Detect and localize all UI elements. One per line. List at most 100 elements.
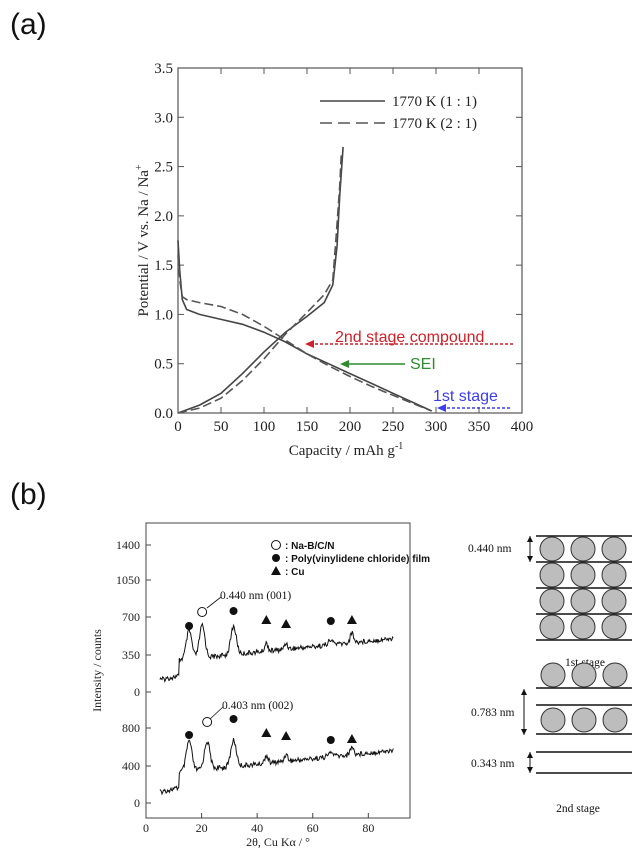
atom-2nd-stage <box>540 662 566 688</box>
spacing-arrowhead-2nd-big-bot <box>521 729 527 735</box>
xrd-pattern-upper <box>159 622 394 683</box>
x-tick-label-a: 150 <box>296 419 319 435</box>
peak-label-upper-leader <box>206 596 222 609</box>
peak-marker-upper <box>229 607 238 615</box>
atom-1st-stage <box>570 536 596 562</box>
atom-1st-stage <box>601 614 627 640</box>
x-tick-label-a: 350 <box>468 419 491 435</box>
atom-2nd-stage <box>602 707 628 733</box>
y-tick-label-b-upper: 350 <box>122 648 140 662</box>
legend-label-b: : Cu <box>285 567 304 578</box>
peak-marker-lower <box>261 728 272 737</box>
y-tick-label-a: 2.0 <box>154 209 173 225</box>
series-2-discharge-line <box>177 255 432 412</box>
y-tick-label-b-upper: 1050 <box>116 573 140 587</box>
spacing-arrowhead-1st-bot <box>527 556 533 562</box>
x-tick-label-a: 250 <box>382 419 405 435</box>
legend-label-b: : Poly(vinylidene chloride) film <box>285 554 430 565</box>
peak-marker-upper <box>346 615 357 624</box>
peak-marker-lower <box>185 731 194 739</box>
atom-1st-stage <box>570 588 596 614</box>
peak-marker-upper <box>185 622 194 630</box>
y-tick-label-a: 3.5 <box>154 61 173 77</box>
spacing-arrowhead-1st-top <box>527 536 533 542</box>
y-tick-label-a: 1.0 <box>154 307 173 323</box>
y-axis-label-sup-a: + <box>134 164 145 170</box>
x-tick-label-a: 50 <box>214 419 229 435</box>
peak-marker-lower <box>281 731 292 740</box>
peak-label-upper: 0.440 nm (001) <box>220 590 291 602</box>
x-tick-label-a: 300 <box>425 419 448 435</box>
annotation-1st-stage: 1st stage <box>433 388 498 405</box>
legend-marker-b <box>271 540 281 550</box>
annotation-2nd-stage: 2nd stage compound <box>335 329 484 346</box>
atom-1st-stage <box>601 536 627 562</box>
atom-1st-stage <box>570 562 596 588</box>
y-tick-label-b-lower: 0 <box>134 796 140 810</box>
annotation-1st-stage-arrowhead <box>437 404 446 412</box>
series-2-charge-line <box>177 151 343 414</box>
series-1-discharge-line <box>177 240 433 412</box>
spacing-arrowhead-2nd-small-top <box>527 752 533 758</box>
panel-a-label: (a) <box>10 8 47 41</box>
y-tick-label-b-lower: 400 <box>122 759 140 773</box>
x-tick-label-b: 0 <box>143 821 149 835</box>
peak-marker-upper <box>326 617 335 625</box>
x-axis-label-a: Capacity / mAh g-1 <box>289 441 404 459</box>
annotation-2nd-stage-arrowhead <box>305 340 314 348</box>
atom-2nd-stage <box>571 662 597 688</box>
x-axis-label-sup-a: -1 <box>395 441 403 452</box>
x-tick-label-b: 80 <box>362 821 374 835</box>
atom-2nd-stage <box>540 707 566 733</box>
atom-1st-stage <box>570 614 596 640</box>
y-axis-label-b: Intensity / counts <box>90 629 104 712</box>
y-tick-label-a: 0.5 <box>154 357 173 373</box>
legend-label-2: 1770 K (2 : 1) <box>392 116 477 132</box>
legend-label-b: : Na-B/C/N <box>285 541 334 552</box>
spacing-label-2nd-small: 0.343 nm <box>471 758 515 770</box>
peak-marker-upper <box>281 619 292 628</box>
x-tick-label-b: 20 <box>196 821 208 835</box>
annotation-sei: SEI <box>410 356 436 373</box>
series-1-charge-line <box>177 146 344 414</box>
atom-1st-stage <box>539 588 565 614</box>
y-tick-label-b-upper: 1400 <box>116 538 140 552</box>
peak-marker-upper <box>261 615 272 624</box>
atom-1st-stage <box>539 614 565 640</box>
x-tick-label-b: 40 <box>251 821 263 835</box>
y-tick-label-a: 1.5 <box>154 258 173 274</box>
y-tick-label-b-upper: 700 <box>122 610 140 624</box>
atom-1st-stage <box>601 588 627 614</box>
legend-marker-b <box>271 566 281 575</box>
stage-label-2nd: 2nd stage <box>556 803 600 815</box>
y-tick-label-b-lower: 800 <box>122 721 140 735</box>
x-tick-label-a: 200 <box>339 419 362 435</box>
peak-marker-lower <box>346 734 357 743</box>
x-tick-label-a: 0 <box>174 419 182 435</box>
y-tick-label-a: 2.5 <box>154 160 173 176</box>
x-axis-label-b: 2θ, Cu Kα / ° <box>246 835 310 849</box>
peak-marker-upper <box>197 607 208 617</box>
y-tick-label-a: 3.0 <box>154 110 173 126</box>
peak-label-lower: 0.403 nm (002) <box>222 700 293 712</box>
spacing-label-2nd-big: 0.783 nm <box>471 707 515 719</box>
panel-b-label: (b) <box>10 478 47 511</box>
atom-1st-stage <box>539 536 565 562</box>
atom-1st-stage <box>539 562 565 588</box>
annotation-sei-arrowhead <box>340 360 349 368</box>
peak-marker-lower <box>326 736 335 744</box>
plot-frame-b <box>145 522 411 819</box>
x-tick-label-b: 60 <box>307 821 319 835</box>
y-tick-label-a: 0.0 <box>154 406 173 422</box>
peak-marker-lower <box>229 715 238 723</box>
x-tick-label-a: 100 <box>253 419 276 435</box>
atom-1st-stage <box>601 562 627 588</box>
atom-2nd-stage <box>571 707 597 733</box>
spacing-label-1st: 0.440 nm <box>468 543 512 555</box>
peak-marker-lower <box>202 717 213 727</box>
legend-label-1: 1770 K (1 : 1) <box>392 94 477 110</box>
spacing-arrowhead-2nd-big-top <box>521 689 527 695</box>
atom-2nd-stage <box>602 662 628 688</box>
x-tick-label-a: 400 <box>511 419 534 435</box>
